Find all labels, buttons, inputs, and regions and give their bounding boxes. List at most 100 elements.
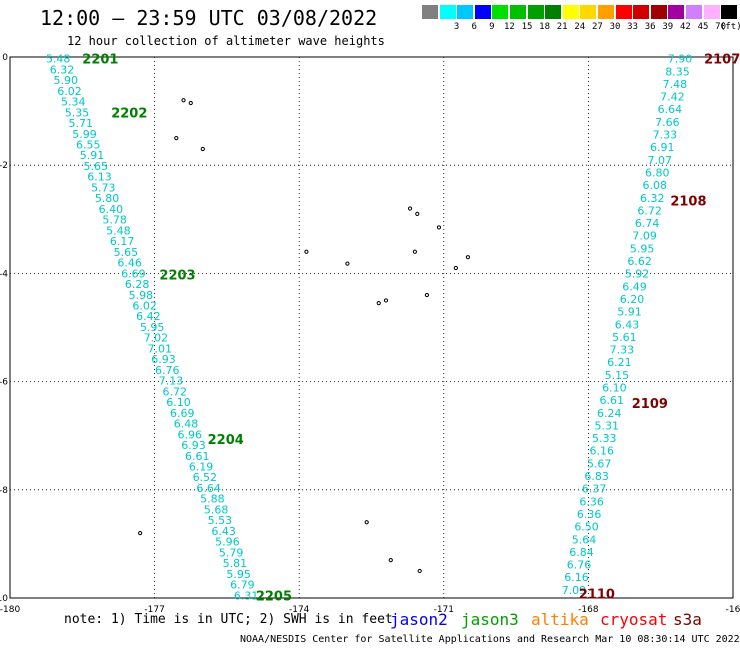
wave-height-value: 5.95 bbox=[226, 568, 251, 581]
wave-height-value: 6.84 bbox=[569, 546, 594, 559]
wave-height-value: 6.13 bbox=[87, 171, 112, 184]
wave-height-value: 7.01 bbox=[147, 342, 172, 355]
wave-height-value: 6.42 bbox=[136, 310, 161, 323]
wave-height-value: 6.32 bbox=[640, 192, 665, 205]
legend-label: 45 bbox=[697, 22, 709, 32]
legend-unit: (ft) bbox=[719, 22, 740, 32]
track-time-label: 2107 bbox=[704, 53, 740, 68]
legend-label: 9 bbox=[489, 22, 495, 32]
wave-height-value: 7.90 bbox=[668, 53, 693, 66]
legend-swatch bbox=[439, 5, 456, 19]
wave-height-value: 7.33 bbox=[653, 129, 678, 142]
legend-swatch bbox=[527, 5, 544, 19]
wave-height-value: 5.88 bbox=[200, 493, 225, 506]
y-tick-label: -2 bbox=[0, 161, 8, 171]
island-outline bbox=[424, 292, 430, 298]
wave-height-value: 6.36 bbox=[579, 495, 604, 508]
wave-height-value: 6.50 bbox=[574, 521, 599, 534]
track-time-label: 2110 bbox=[579, 588, 615, 603]
track-time-label: 2203 bbox=[159, 268, 195, 283]
island-outline bbox=[174, 136, 179, 141]
wave-height-value: 6.24 bbox=[597, 407, 622, 420]
wave-height-value: 6.93 bbox=[181, 439, 206, 452]
track-time-label: 2202 bbox=[111, 107, 147, 122]
wave-height-value: 5.95 bbox=[630, 242, 655, 255]
wave-height-value: 7.09 bbox=[562, 584, 587, 597]
wave-height-value: 6.40 bbox=[99, 203, 124, 216]
wave-height-value: 6.93 bbox=[151, 353, 176, 366]
wave-height-value: 8.35 bbox=[665, 65, 690, 78]
wave-height-value: 5.35 bbox=[65, 106, 90, 119]
island-outline bbox=[188, 100, 193, 106]
wave-height-value: 6.10 bbox=[166, 396, 191, 409]
x-tick-label: -16 bbox=[726, 605, 740, 615]
wave-height-value: 6.76 bbox=[155, 364, 180, 377]
wave-height-value: 6.17 bbox=[110, 235, 135, 248]
wave-height-value: 6.10 bbox=[602, 381, 627, 394]
wave-height-value: 7.09 bbox=[632, 230, 657, 243]
wave-height-value: 6.74 bbox=[635, 217, 660, 230]
wave-height-value: 6.49 bbox=[622, 280, 647, 293]
wave-height-value: 5.81 bbox=[223, 557, 248, 570]
wave-height-value: 6.48 bbox=[174, 418, 199, 431]
legend-swatch bbox=[474, 5, 491, 19]
island-outline bbox=[200, 146, 205, 152]
wave-height-value: 6.43 bbox=[211, 525, 236, 538]
wave-height-value: 7.42 bbox=[660, 91, 685, 104]
wave-height-value: 5.65 bbox=[84, 160, 109, 173]
x-tick-label: -177 bbox=[144, 605, 164, 615]
legend-swatch bbox=[615, 5, 632, 19]
x-tick-label: -180 bbox=[0, 605, 20, 615]
wave-height-value: 6.72 bbox=[637, 204, 662, 217]
island-outline bbox=[376, 301, 381, 306]
wave-height-value: 6.64 bbox=[658, 103, 683, 116]
wave-height-value: 6.21 bbox=[607, 356, 632, 369]
legend-label: 24 bbox=[574, 22, 586, 32]
wave-height-value: 5.96 bbox=[215, 536, 240, 549]
wave-height-value: 7.48 bbox=[663, 78, 688, 91]
track-time-label: 2205 bbox=[256, 589, 292, 604]
wave-height-value: 6.37 bbox=[582, 483, 607, 496]
wave-height-value: 5.98 bbox=[129, 289, 154, 302]
mission-label: s3a bbox=[673, 610, 702, 629]
island-outline bbox=[453, 265, 458, 271]
wave-height-value: 5.53 bbox=[208, 514, 233, 527]
legend-swatch bbox=[703, 5, 720, 19]
wave-height-value: 7.33 bbox=[610, 344, 635, 357]
wave-height-value: 6.28 bbox=[125, 278, 150, 291]
legend-swatch bbox=[492, 5, 509, 19]
footer-credit: NOAA/NESDIS Center for Satellite Applica… bbox=[240, 634, 740, 645]
wave-height-value: 5.31 bbox=[595, 419, 620, 432]
legend-swatch bbox=[545, 5, 562, 19]
wave-height-value: 5.15 bbox=[605, 369, 630, 382]
wave-height-value: 6.52 bbox=[193, 471, 218, 484]
wave-height-value: 5.99 bbox=[72, 128, 97, 141]
y-tick-label: -6 bbox=[0, 378, 8, 388]
wave-height-value: 6.83 bbox=[584, 470, 609, 483]
wave-height-value: 5.68 bbox=[204, 503, 229, 516]
track-time-label: 2204 bbox=[208, 433, 244, 448]
legend-label: 3 bbox=[453, 22, 460, 32]
legend-swatch bbox=[721, 5, 738, 19]
track-time-label: 2201 bbox=[82, 53, 118, 68]
island-outline bbox=[388, 558, 393, 563]
wave-height-value: 5.78 bbox=[102, 214, 127, 227]
island-outline bbox=[412, 249, 417, 254]
legend-label: 18 bbox=[539, 22, 551, 32]
track-time-label: 2109 bbox=[632, 397, 668, 412]
wave-height-value: 5.33 bbox=[592, 432, 617, 445]
legend-swatch bbox=[562, 5, 579, 19]
legend-label: 33 bbox=[627, 22, 639, 32]
wave-height-value: 6.08 bbox=[642, 179, 667, 192]
wave-height-value: 5.73 bbox=[91, 181, 116, 194]
island-outline bbox=[417, 568, 422, 574]
wave-height-value: 5.92 bbox=[625, 268, 650, 281]
wave-height-value: 6.80 bbox=[645, 166, 670, 179]
wave-height-value: 6.64 bbox=[196, 482, 221, 495]
wave-height-value: 7.66 bbox=[655, 116, 680, 129]
y-tick-label: -4 bbox=[0, 269, 8, 279]
legend-swatch bbox=[598, 5, 614, 19]
island-outline bbox=[181, 98, 186, 103]
island-outline bbox=[138, 530, 143, 536]
